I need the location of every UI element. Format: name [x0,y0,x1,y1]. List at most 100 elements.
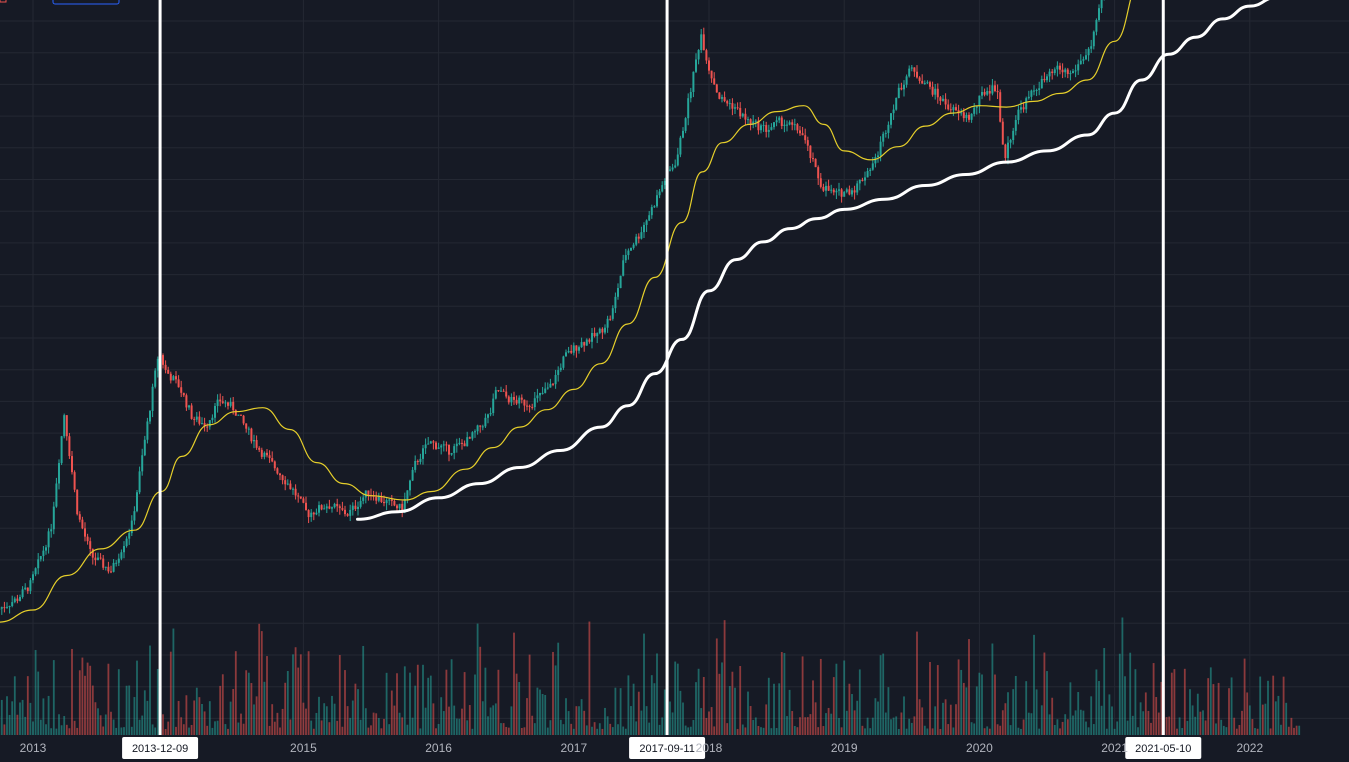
candle-body [643,224,645,233]
volume-bar [1290,717,1293,735]
volume-bar [637,691,640,735]
volume-bar [913,716,916,735]
volume-bar [240,713,242,735]
volume-bar [448,706,450,735]
toolbar-button-partial[interactable] [52,0,120,5]
volume-bar [1095,669,1098,735]
x-tick-label: 2021 [1101,741,1128,755]
candle-body [578,347,580,351]
volume-bar [944,699,947,735]
volume-bar [1228,688,1230,735]
volume-bar [39,719,42,735]
candle-body [344,509,346,515]
volume-bar [981,674,983,735]
candle-body [648,215,651,221]
candle-body [1009,140,1012,143]
candle-body [817,167,820,179]
volume-bar [1230,677,1233,735]
candle-body [297,495,300,497]
volume-bar [531,715,534,735]
candle-body [333,503,336,508]
candle-body [468,437,471,439]
volume-bar [1144,692,1147,735]
volume-bar [1142,711,1145,735]
candle-body [180,387,183,393]
candle-body [331,507,333,509]
volume-bar [1014,675,1017,735]
candle-body [882,133,885,142]
candle-body [396,505,398,509]
volume-bar [1126,720,1129,735]
volume-bar [648,722,651,735]
volume-bar [541,694,544,735]
volume-bar [336,720,339,735]
candle-body [481,426,484,428]
candle-body [211,417,214,421]
volume-bar [3,724,6,735]
volume-bar [1287,726,1290,735]
candle-body [162,355,164,365]
volume-bar [1113,728,1116,735]
candle-body [338,506,341,509]
candle-body [195,416,198,420]
candle-body [203,423,206,427]
volume-bar [929,661,931,735]
candle-body [658,191,661,196]
candle-body [71,456,73,473]
toolbar-icon-partial[interactable] [0,0,7,3]
volume-bar [125,685,128,735]
volume-bar [357,689,359,735]
volume-bar [799,717,801,735]
volume-bar [364,708,367,735]
candle-body [255,440,258,448]
moving-average-white [356,0,1270,521]
volume-bar [182,724,185,735]
volume-bar [713,726,716,735]
volume-bar [271,704,274,735]
marker-date-badge [122,737,199,759]
volume-bar [692,720,695,735]
candle-body [302,498,305,503]
volume-bar [767,677,770,735]
candle-body [182,392,185,396]
candle-body [728,103,731,105]
volume-bar [783,653,786,735]
volume-bar [24,716,27,735]
volume-bar [606,716,609,735]
candle-body [799,130,801,134]
volume-bar [1059,728,1061,735]
candle-body [549,383,552,388]
volume-bar [323,703,326,735]
volume-bar [266,656,268,735]
candle-body [364,490,367,498]
volume-bar [1196,693,1199,735]
volume-bar [476,623,479,735]
volume-bar [903,696,905,735]
volume-bar [1056,719,1059,735]
volume-bar [544,694,547,735]
candle-body [708,60,710,71]
volume-bar [1001,710,1004,735]
volume-bar [861,725,864,735]
candle-body [705,50,708,61]
volume-bar [1267,680,1269,735]
candle-body [619,275,622,289]
volume-bar [136,660,138,735]
volume-bar [1134,669,1137,735]
candle-body [307,510,310,518]
candle-body [539,392,541,396]
volume-bar [744,727,747,735]
volume-bar [757,726,760,735]
candle-body [63,415,66,437]
volume-bar [513,632,515,735]
candle-body [73,472,76,490]
candle-body [858,179,861,184]
volume-bar [466,720,469,735]
candle-body [1087,48,1090,56]
candle-body [796,124,799,131]
volume-bar [1272,675,1275,735]
volume-bar [1100,705,1103,735]
candle-body [39,556,42,560]
candle-body [237,414,240,416]
